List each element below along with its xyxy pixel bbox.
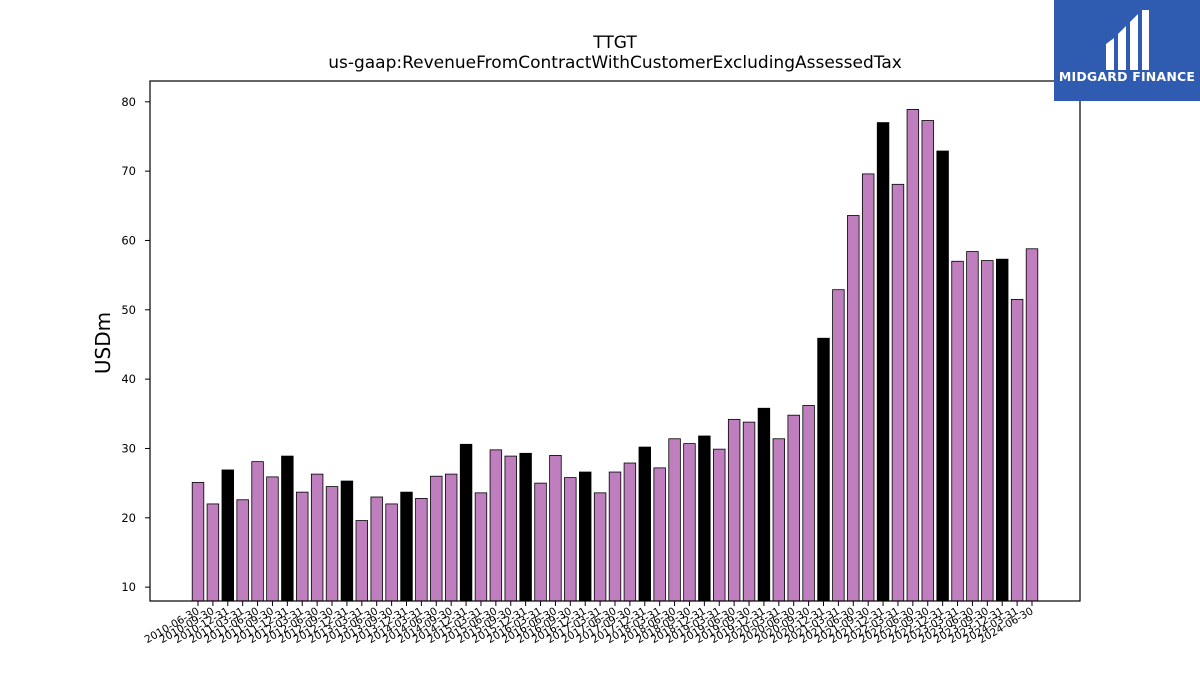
bar-2021-09-30 [861, 173, 875, 602]
bar-2012-12-31 [340, 480, 354, 602]
bar-2019-03-31 [713, 448, 726, 602]
bar-2019-06-30 [727, 418, 741, 602]
bar-2020-09-30 [802, 405, 815, 602]
bar-2023-12-31 [996, 258, 1009, 602]
bar-2014-03-31 [415, 497, 428, 602]
y-tick-label: 50 [121, 303, 136, 317]
plot-frame [149, 80, 1081, 602]
bar-2012-03-31 [296, 491, 309, 602]
bar-2010-12-31 [221, 469, 234, 602]
bar-2015-06-30 [489, 449, 503, 602]
bar-2019-12-31 [757, 407, 771, 602]
y-tick-label: 40 [121, 372, 136, 386]
bar-2018-09-30 [683, 443, 696, 602]
bar-2023-09-30 [981, 260, 994, 602]
bar-2011-06-30 [251, 461, 264, 602]
bar-2020-06-30 [787, 414, 800, 602]
bar-2012-09-30 [325, 486, 339, 602]
bar-2012-06-30 [310, 473, 324, 602]
bar-2022-03-31 [891, 183, 905, 602]
bar-2022-12-31 [936, 150, 949, 602]
bar-2016-12-31 [579, 471, 592, 602]
y-tick-label: 60 [121, 233, 136, 247]
y-tick-label: 70 [121, 164, 136, 178]
bars-group [191, 109, 1039, 602]
y-axis-label: USDm [91, 312, 115, 374]
bar-2010-06-30 [191, 482, 205, 602]
bar-2017-12-31 [638, 446, 651, 602]
bar-2023-06-30 [966, 251, 979, 602]
bar-2017-06-30 [608, 471, 622, 602]
bar-2024-03-31 [1010, 298, 1024, 602]
y-axis: 10 20 30 40 50 60 70 80 [121, 95, 150, 594]
bar-2024-06-30 [1025, 248, 1039, 602]
bar-2022-09-30 [921, 120, 934, 602]
bar-2016-03-31 [534, 482, 547, 602]
bar-2011-12-31 [281, 455, 294, 602]
bar-2018-12-31 [698, 435, 711, 602]
bar-2014-09-30 [444, 473, 458, 602]
bar-2014-06-30 [430, 475, 443, 602]
y-tick-label: 80 [121, 95, 136, 109]
bar-2023-03-31 [951, 260, 964, 602]
bar-2013-06-30 [370, 496, 383, 602]
bar-2011-09-30 [266, 476, 279, 602]
bar-2013-09-30 [385, 503, 398, 602]
bar-2018-06-30 [668, 438, 681, 602]
bar-2015-09-30 [504, 455, 517, 602]
chart-subtitle: us-gaap:RevenueFromContractWithCustomerE… [328, 53, 902, 73]
brand-logo: MIDGARD FINANCE [1054, 0, 1200, 101]
bar-2015-03-31 [474, 492, 488, 602]
y-tick-label: 20 [121, 511, 136, 525]
midgard-logo-icon [1106, 10, 1149, 70]
bar-2022-06-30 [906, 109, 920, 602]
bar-2016-09-30 [564, 477, 577, 602]
bar-2015-12-31 [519, 452, 532, 602]
bar-2010-09-30 [206, 503, 220, 602]
brand-name: MIDGARD FINANCE [1058, 69, 1196, 84]
bar-2013-12-31 [400, 491, 413, 602]
bar-2020-03-31 [772, 438, 786, 602]
bar-2018-03-31 [653, 467, 666, 602]
bar-2016-06-30 [549, 454, 562, 602]
bar-2017-09-30 [623, 462, 637, 602]
bar-2021-06-30 [847, 215, 860, 602]
bar-2021-03-31 [832, 289, 845, 602]
bar-2014-12-31 [459, 443, 473, 602]
bar-2013-03-31 [355, 520, 369, 602]
bar-2019-09-30 [742, 421, 756, 602]
bar-2011-03-31 [236, 499, 249, 602]
bar-2017-03-31 [593, 492, 607, 602]
y-tick-label: 10 [121, 580, 136, 594]
y-tick-label: 30 [121, 441, 136, 455]
chart-title: TTGT [592, 33, 637, 53]
x-axis: 2010-06-302010-09-302010-12-312011-03-31… [143, 601, 1036, 646]
bar-2021-12-31 [876, 122, 890, 602]
bar-2020-12-31 [817, 337, 830, 602]
